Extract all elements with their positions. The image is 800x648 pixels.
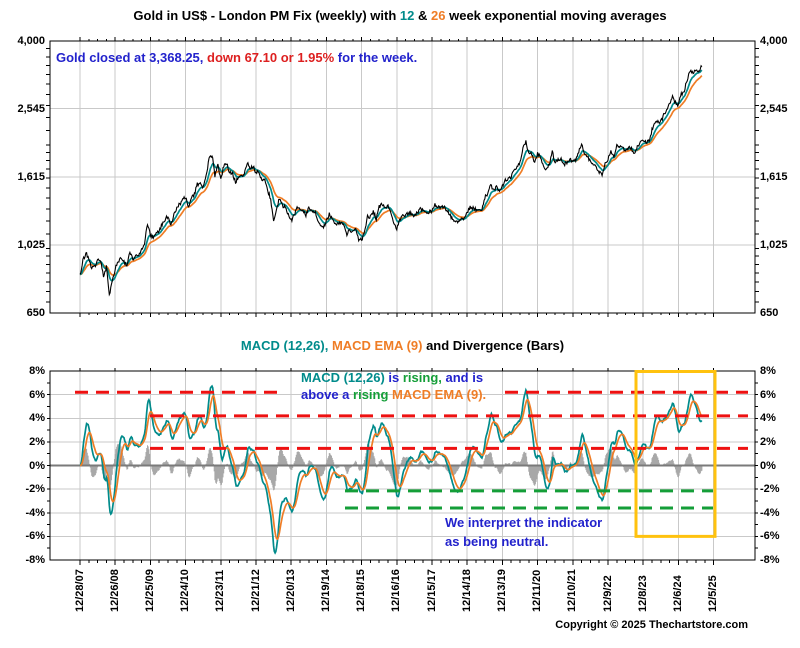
macd-panel-title-part: MACD EMA (9)	[328, 338, 423, 353]
price-y-label: 1,025	[760, 239, 788, 251]
copyright-text: Copyright © 2025 Thechartstore.com	[555, 619, 748, 631]
macd-y-label: 8%	[29, 365, 45, 377]
macd-annotation-part: rising,	[402, 370, 442, 385]
macd-y-label: 6%	[760, 388, 776, 401]
price-y-label: 2,545	[760, 103, 788, 115]
page-title-part: 12	[399, 8, 415, 23]
macd-panel-title-part: and Divergence (Bars)	[422, 338, 565, 353]
x-axis-label: 12/13/19	[495, 569, 508, 612]
macd-y-label: -4%	[760, 506, 780, 519]
x-axis-label: 12/25/09	[143, 569, 156, 612]
page-title-part: &	[414, 8, 432, 23]
macd-y-label: 6%	[29, 388, 45, 401]
macd-panel-title: MACD (12,26), MACD EMA (9) and Divergenc…	[50, 338, 755, 353]
x-axis-label: 12/8/23	[636, 575, 649, 612]
macd-annotation-part: is	[384, 370, 403, 385]
macd-rising-annotation-line1: MACD (12,26) is rising, and is	[301, 369, 486, 386]
macd-y-label: 0%	[29, 459, 45, 472]
x-axis-label: 12/15/17	[425, 569, 438, 612]
page-title-part: week exponential moving averages	[445, 8, 667, 23]
neutral-interpretation-annotation: We interpret the indicator as being neut…	[445, 513, 602, 551]
macd-rising-annotation: MACD (12,26) is rising, and is above a r…	[301, 369, 486, 403]
price-y-label: 4,000	[17, 35, 45, 47]
x-axis-label: 12/21/12	[249, 569, 262, 612]
macd-y-label: 4%	[760, 412, 776, 425]
price-plot-frame	[49, 40, 756, 314]
macd-y-label: -4%	[25, 506, 45, 519]
page-title: Gold in US$ - London PM Fix (weekly) wit…	[0, 8, 800, 23]
macd-y-label: 2%	[29, 435, 45, 448]
macd-line	[79, 384, 703, 555]
macd-annotation-part: and is	[441, 370, 484, 385]
x-axis-label: 12/20/13	[284, 569, 297, 612]
x-axis-label: 12/24/10	[179, 569, 192, 612]
macd-y-label: -6%	[25, 530, 45, 543]
macd-annotation-part: above a	[301, 387, 354, 402]
macd-y-label: -6%	[760, 530, 780, 543]
x-axis-label: 12/16/16	[390, 569, 403, 612]
ema26-line	[79, 75, 703, 276]
x-axis-label: 12/10/21	[566, 569, 579, 612]
x-axis-label: 12/6/24	[671, 575, 684, 612]
x-axis-label: 12/9/22	[601, 575, 614, 612]
price-y-label: 1,025	[17, 239, 45, 251]
macd-y-label: -8%	[25, 554, 45, 566]
weekly-close-annotation: Gold closed at 3,368.25, down 67.10 or 1…	[56, 50, 417, 65]
price-y-label: 1,615	[17, 171, 45, 183]
macd-y-label: 4%	[29, 412, 45, 425]
x-axis-label: 12/11/20	[531, 569, 544, 612]
highlight-box	[634, 370, 717, 538]
x-axis-label: 12/14/18	[460, 569, 473, 612]
macd-y-label: -2%	[25, 483, 45, 496]
macd-y-label: 2%	[760, 435, 776, 448]
x-axis-label: 12/23/11	[214, 569, 227, 612]
price-y-label: 1,615	[760, 171, 788, 183]
macd-y-label: -8%	[760, 554, 780, 566]
macd-annotation-part: MACD (12,26)	[301, 370, 385, 385]
macd-annotation-part: rising	[353, 387, 393, 402]
macd-y-label: -2%	[760, 483, 780, 496]
macd-signal-line	[79, 394, 703, 541]
ema12-line	[79, 69, 703, 282]
x-axis-label: 12/19/14	[319, 569, 332, 612]
x-axis-label: 12/28/07	[73, 569, 86, 612]
neutral-annotation-line1: We interpret the indicator	[445, 515, 603, 530]
x-axis-label: 12/5/25	[707, 575, 720, 612]
page-title-part: 26	[431, 8, 446, 23]
price-y-label: 650	[26, 307, 45, 319]
neutral-annotation-line2: as being neutral.	[445, 534, 549, 549]
x-axis-label: 12/26/08	[108, 569, 121, 612]
weekly-close-annotation-part: down 67.10 or 1.95%	[203, 50, 335, 65]
macd-annotation-part: MACD EMA (9).	[392, 387, 487, 402]
price-y-label: 2,545	[17, 103, 45, 115]
price-y-label: 4,000	[760, 35, 788, 47]
gold-price-line	[79, 64, 703, 297]
macd-y-label: 8%	[760, 365, 776, 377]
weekly-close-annotation-part: Gold closed at 3,368.25,	[56, 50, 204, 65]
x-axis-label: 12/18/15	[355, 569, 368, 612]
macd-y-label: 0%	[760, 459, 776, 472]
weekly-close-annotation-part: for the week.	[334, 50, 418, 65]
macd-rising-annotation-line2: above a rising MACD EMA (9).	[301, 386, 486, 403]
macd-panel-title-part: MACD (12,26),	[240, 338, 329, 353]
page-title-part: Gold in US$ - London PM Fix (weekly) wit…	[133, 8, 400, 23]
price-y-label: 650	[760, 307, 779, 319]
